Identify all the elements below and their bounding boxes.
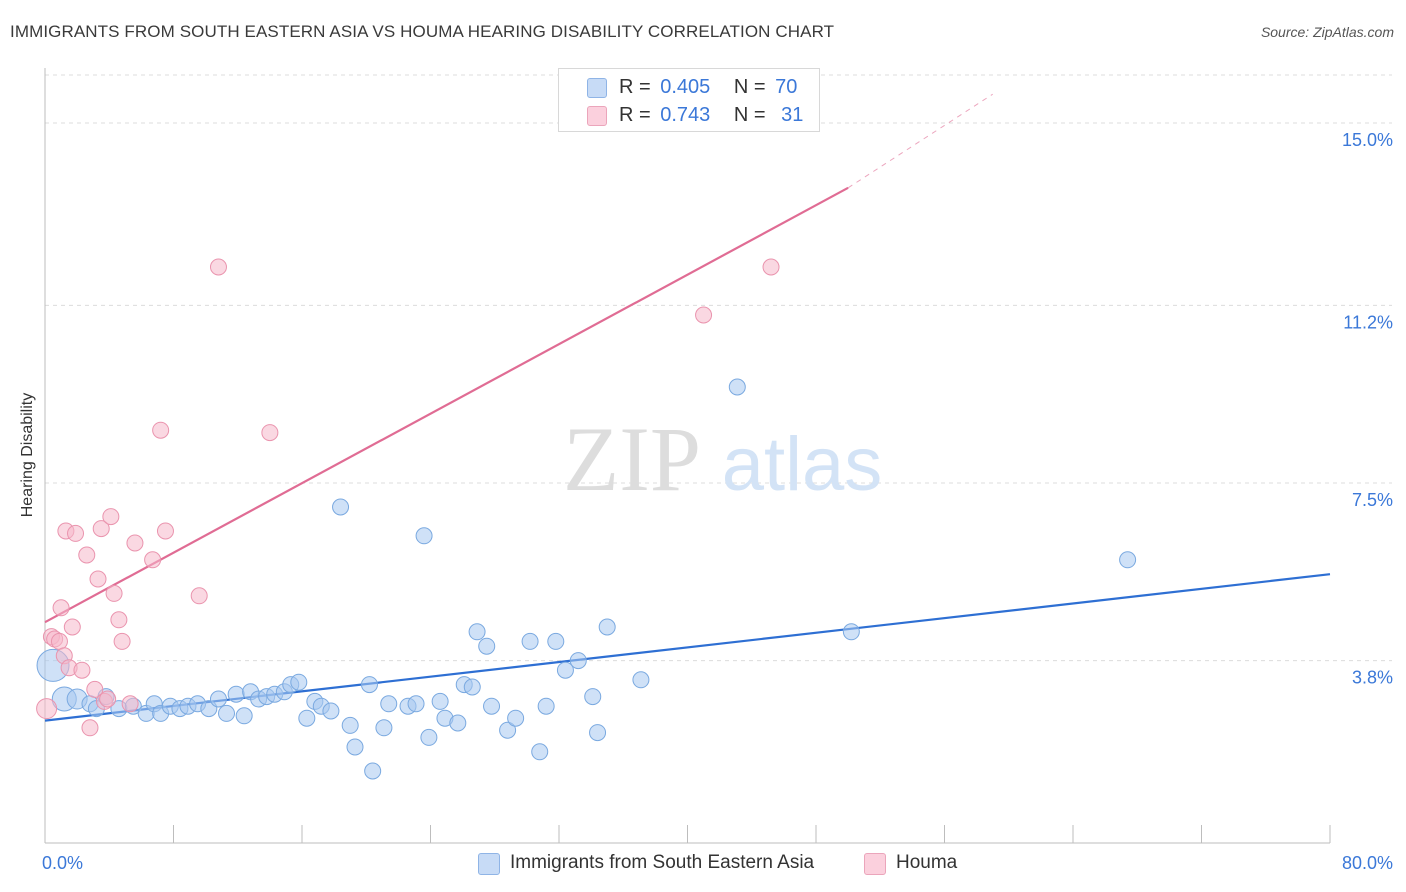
point-0-42	[431, 692, 449, 710]
point-1-22	[121, 695, 139, 713]
point-0-36	[375, 719, 393, 737]
point-1-29	[261, 424, 279, 442]
point-1-24	[144, 551, 162, 569]
stats-legend-row-blue: R = 0.405 N = 70	[559, 73, 819, 101]
chart-title: IMMIGRANTS FROM SOUTH EASTERN ASIA VS HO…	[10, 22, 835, 41]
y-tick-label-0: 3.8%	[1352, 668, 1393, 688]
point-0-27	[298, 709, 316, 727]
point-1-0	[36, 698, 58, 720]
watermark-zip: ZIP	[563, 408, 701, 510]
legend-label-houma: Houma	[896, 852, 958, 873]
point-0-55	[547, 632, 565, 650]
point-0-41	[420, 728, 438, 746]
trend-line-extension-1	[847, 93, 993, 189]
point-0-54	[537, 697, 555, 715]
point-0-26	[290, 673, 308, 691]
legend-swatch-immigrants	[478, 853, 500, 875]
point-0-18	[227, 685, 245, 703]
point-0-63	[842, 623, 860, 641]
point-0-40	[415, 527, 433, 545]
point-0-57	[569, 652, 587, 670]
legend-swatch-pink	[587, 106, 607, 126]
point-1-31	[762, 258, 780, 276]
series-legend: Immigrants from South Eastern Asia Houma	[0, 852, 1406, 880]
point-1-26	[152, 421, 170, 439]
point-0-46	[463, 678, 481, 696]
point-1-10	[73, 661, 91, 679]
x-tick-label-min: 0.0%	[42, 853, 83, 873]
legend-swatch-houma	[864, 853, 886, 875]
point-0-16	[209, 690, 227, 708]
gridlines	[45, 74, 1392, 662]
stats-legend-row-pink: R = 0.743 N = 31	[559, 101, 819, 129]
point-0-60	[598, 618, 616, 636]
point-0-31	[332, 498, 350, 516]
point-1-12	[81, 719, 99, 737]
point-0-49	[483, 697, 501, 715]
point-1-18	[102, 508, 120, 526]
watermark: ZIP atlas	[563, 408, 882, 510]
point-0-48	[478, 637, 496, 655]
trend-line-1	[44, 186, 849, 624]
legend-label-immigrants: Immigrants from South Eastern Asia	[510, 852, 815, 873]
x-tick-label-max: 80.0%	[1342, 853, 1393, 873]
chart-source: Source: ZipAtlas.com	[1260, 24, 1394, 40]
point-0-59	[589, 724, 607, 742]
point-1-21	[113, 632, 131, 650]
point-0-51	[507, 709, 525, 727]
point-0-17	[218, 704, 236, 722]
point-0-33	[346, 738, 364, 756]
watermark-atlas: atlas	[722, 422, 883, 507]
point-1-25	[156, 522, 174, 540]
y-tick-label-1: 7.5%	[1352, 490, 1393, 510]
point-0-50	[499, 721, 517, 739]
legend-stats-pink: R = 0.743 N = 31	[619, 104, 804, 126]
y-tick-label-2: 11.2%	[1343, 312, 1393, 332]
legend-stats-blue: R = 0.405 N = 70	[619, 76, 798, 98]
point-0-52	[521, 632, 539, 650]
point-1-9	[67, 524, 85, 542]
point-1-15	[92, 520, 110, 538]
point-1-13	[86, 680, 104, 698]
point-1-19	[105, 584, 123, 602]
point-1-4	[52, 599, 70, 617]
point-0-32	[341, 716, 359, 734]
point-1-23	[126, 534, 144, 552]
point-0-19	[235, 707, 253, 725]
point-0-39	[407, 695, 425, 713]
point-0-35	[364, 762, 382, 780]
stats-legend: R = 0.405 N = 70 R = 0.743 N = 31	[558, 68, 820, 132]
point-0-62	[728, 378, 746, 396]
point-1-3	[50, 632, 68, 650]
point-0-37	[380, 695, 398, 713]
tick-labels: 3.8% 7.5% 11.2% 15.0% 0.0% 80.0%	[42, 130, 1393, 873]
point-1-20	[110, 611, 128, 629]
point-1-8	[63, 618, 81, 636]
point-1-14	[89, 570, 107, 588]
point-1-11	[78, 546, 96, 564]
point-1-30	[695, 306, 713, 324]
point-0-58	[584, 688, 602, 706]
point-0-53	[531, 743, 549, 761]
point-0-44	[449, 714, 467, 732]
point-1-17	[99, 690, 117, 708]
legend-swatch-blue	[587, 78, 607, 98]
point-0-61	[632, 671, 650, 689]
data-points	[36, 258, 1137, 780]
point-0-47	[468, 623, 486, 641]
point-0-30	[322, 702, 340, 720]
point-0-64	[1119, 551, 1137, 569]
point-0-56	[556, 661, 574, 679]
point-1-27	[190, 587, 208, 605]
y-tick-label-3: 15.0%	[1342, 130, 1393, 150]
point-0-34	[360, 676, 378, 694]
point-1-28	[209, 258, 227, 276]
